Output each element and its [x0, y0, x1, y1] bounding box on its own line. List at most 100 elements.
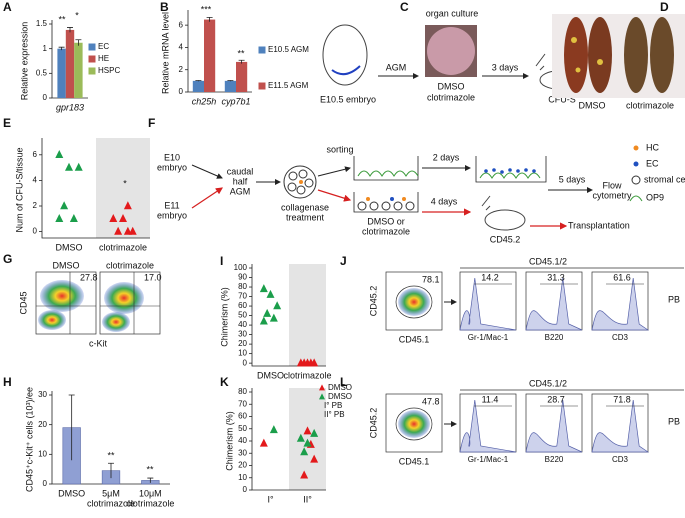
panel-label: F	[148, 116, 155, 130]
legend-label: E11.5 AGM	[268, 81, 309, 90]
density	[398, 288, 430, 316]
cell	[299, 180, 303, 184]
op9-layer	[357, 170, 419, 177]
legend-label: stromal cells	[644, 174, 685, 184]
point	[300, 358, 309, 367]
dish	[427, 27, 475, 75]
panel-label: C	[400, 0, 409, 14]
legend-label: OP9	[646, 192, 664, 202]
point	[269, 425, 278, 434]
point	[259, 438, 268, 447]
axis-label: CD45.1	[399, 456, 430, 466]
y-axis-label: Relative mRNA level	[160, 12, 170, 94]
error-bar	[195, 80, 202, 82]
axis-label: CD45.2	[368, 408, 378, 439]
y-tick-label: 0	[43, 93, 48, 102]
axis-label: CD45	[18, 291, 28, 314]
label: E11	[164, 200, 179, 210]
y-tick-label: 10	[38, 449, 47, 458]
panel-label: A	[3, 0, 12, 14]
annotation: ***	[201, 4, 212, 14]
flow-l: 47.8 CD45.2 CD45.1 CD45.1/2 PB 11.4 Gr-1/Mac-1…	[368, 378, 684, 466]
tissue: PB	[668, 416, 680, 426]
x-tick-label: clotrimazole	[87, 498, 135, 508]
legend-label: HC	[646, 142, 659, 152]
y-tick-label: 80	[238, 387, 247, 396]
axis	[41, 138, 150, 239]
y-tick-label: 0	[243, 485, 248, 494]
y-tick-label: 2	[33, 201, 38, 210]
legend-note: II° PB	[324, 410, 345, 419]
histogram	[591, 399, 650, 453]
gate-value: 31.3	[547, 272, 565, 282]
y-tick-label: 2	[179, 65, 184, 74]
y-tick-label: 80	[238, 282, 247, 291]
y-tick-label: 1.5	[36, 19, 48, 28]
point	[109, 214, 118, 222]
point	[266, 289, 275, 298]
y-tick-label: 90	[238, 273, 247, 282]
legend-symbol	[633, 161, 639, 167]
label: AGM	[230, 186, 251, 196]
legend-label: EC	[98, 42, 109, 51]
cell-cluster	[283, 165, 317, 199]
label: 4 days	[431, 196, 458, 206]
label: CFU-S	[548, 94, 576, 104]
op9-layer	[479, 172, 541, 179]
error-bar	[67, 27, 73, 33]
legend-label: E10.5 AGM	[268, 45, 309, 54]
legend-symbol	[319, 384, 325, 391]
x-tick-label: clotrimazole	[283, 370, 331, 380]
panel-label: K	[220, 375, 229, 389]
error-bar	[206, 16, 213, 22]
label: DMSO	[438, 81, 465, 91]
y-tick-label: 4	[33, 176, 38, 185]
annotation: **	[58, 14, 66, 24]
legend-label: HSPC	[98, 66, 120, 75]
histogram	[525, 399, 583, 453]
x-tick-label: I°	[267, 494, 274, 504]
x-tick-label: DMSO	[56, 242, 83, 252]
y-tick-label: 20	[238, 339, 247, 348]
label: DMSO	[579, 100, 606, 110]
legend-symbol	[258, 46, 266, 54]
histogram	[459, 399, 517, 453]
y-axis-label: Num of CFU-S/tissue	[14, 147, 24, 232]
label: E10	[164, 152, 180, 162]
point	[310, 428, 319, 437]
point	[55, 214, 64, 222]
embryo-sketch	[322, 24, 368, 86]
y-tick-label: 1	[43, 44, 48, 53]
flow-j: 78.1 CD45.2 CD45.1 CD45.1/2 PB 14.2 Gr-1/Mac-1…	[368, 256, 684, 344]
hist-label: CD3	[612, 333, 629, 342]
y-tick-label: 10	[238, 349, 247, 358]
gate-value: 14.2	[481, 272, 499, 282]
label: cytometry	[592, 190, 632, 200]
mouse-sketch	[484, 209, 526, 231]
y-tick-label: 6	[33, 150, 38, 159]
hist-label: CD3	[612, 455, 629, 464]
y-tick-label: 40	[238, 436, 247, 445]
point	[310, 454, 319, 463]
legend-symbol	[88, 67, 96, 75]
quadrant	[36, 272, 160, 334]
annotation: **	[237, 48, 245, 58]
density	[38, 310, 66, 330]
point	[60, 201, 69, 210]
y-tick-label: 60	[238, 412, 247, 421]
bar	[192, 80, 204, 92]
x-tick-label: cyp7b1	[221, 96, 250, 106]
annotation: **	[146, 464, 154, 474]
axis-label: c-Kit	[89, 338, 107, 348]
bar	[236, 61, 248, 92]
legend-label: DMSO	[328, 383, 352, 392]
point	[263, 308, 272, 317]
cells	[287, 169, 314, 195]
y-tick-label: 30	[238, 330, 247, 339]
point	[119, 214, 127, 222]
label: organ culture	[426, 8, 479, 18]
gate-value: 17.0	[144, 272, 162, 282]
point	[123, 226, 132, 235]
diagram-c: E10.5 embryo AGM organ culture DMSO clot…	[320, 8, 577, 104]
